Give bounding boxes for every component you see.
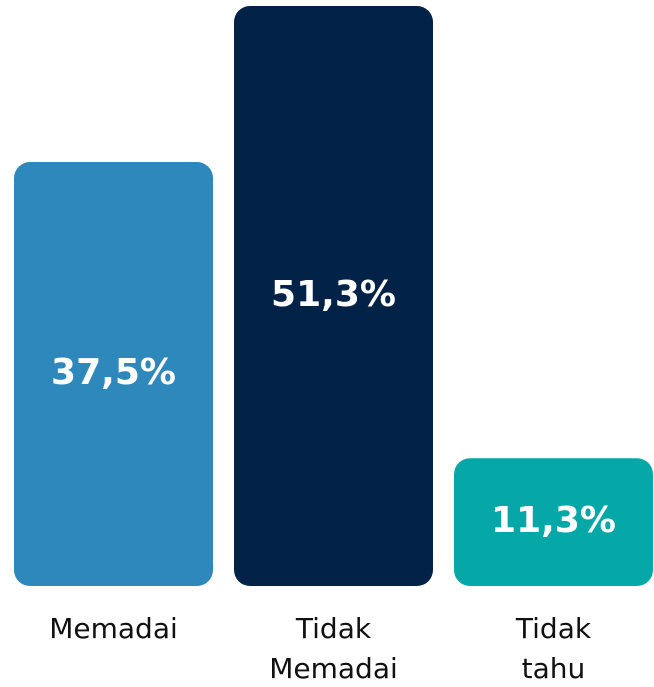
value-label: 51,3% bbox=[271, 274, 396, 315]
category-label: Tidak Memadai bbox=[269, 612, 398, 685]
bar bbox=[454, 458, 653, 586]
value-label: 37,5% bbox=[51, 352, 176, 393]
bar bbox=[234, 6, 433, 586]
category-label: Tidak tahu bbox=[515, 612, 592, 685]
category-label: Memadai bbox=[49, 612, 178, 645]
bar bbox=[14, 162, 213, 587]
value-label: 11,3% bbox=[491, 500, 616, 541]
